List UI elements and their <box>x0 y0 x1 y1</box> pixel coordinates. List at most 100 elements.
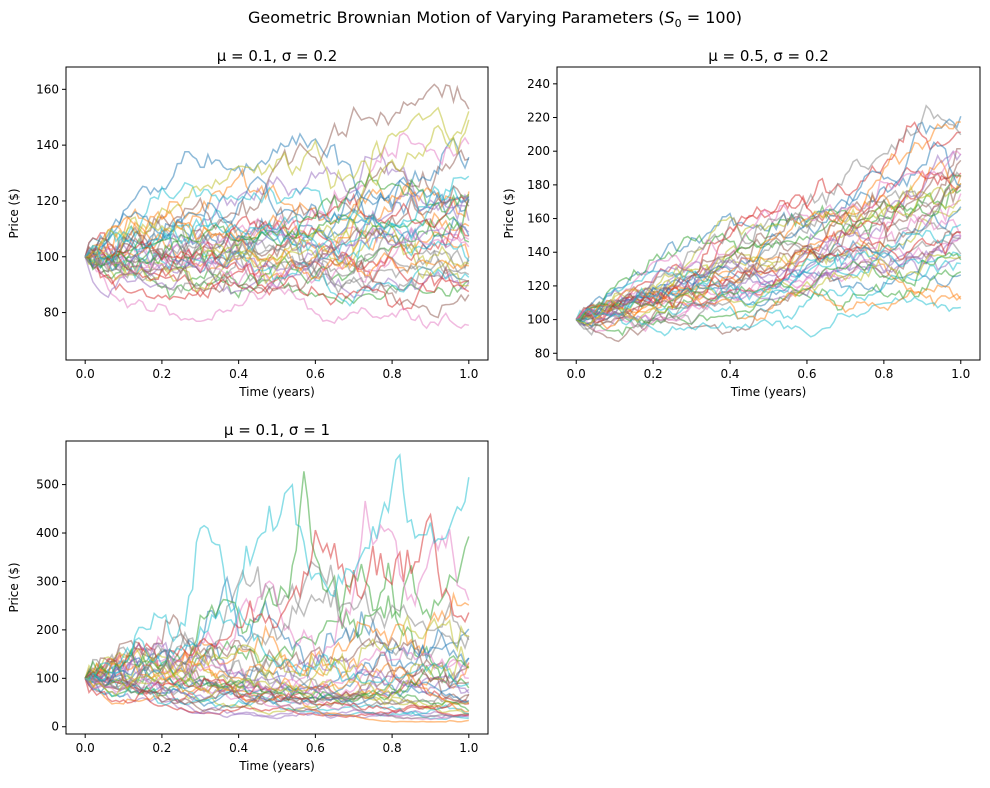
y-axis-label: Price ($) <box>7 188 21 238</box>
series-line <box>84 226 470 323</box>
series-line <box>85 111 470 258</box>
y-tick-label: 400 <box>36 526 59 540</box>
series-line <box>85 646 469 716</box>
series-line <box>84 646 470 698</box>
y-tick-label: 120 <box>36 194 59 208</box>
y-tick-label: 140 <box>527 245 550 259</box>
x-tick-label: 0.0 <box>76 741 95 755</box>
series-line <box>84 605 470 687</box>
series-line <box>576 234 961 321</box>
series-line <box>84 643 469 720</box>
series-line <box>85 235 470 283</box>
figure-title-subscript: 0 <box>674 17 682 31</box>
series-line <box>575 171 962 330</box>
x-tick-label: 0.6 <box>306 367 325 381</box>
series-line <box>85 453 470 684</box>
y-tick-label: 80 <box>44 306 59 320</box>
series-line <box>84 677 469 717</box>
axes-frame <box>65 440 489 735</box>
series-line <box>84 669 470 718</box>
series-line <box>84 189 470 267</box>
figure-title-main: Geometric Brownian Motion of Varying Par… <box>248 8 665 27</box>
series-line <box>84 226 470 294</box>
series-line <box>84 239 470 295</box>
y-tick-label: 200 <box>36 623 59 637</box>
x-axis-label: Time (years) <box>238 385 315 399</box>
series-line <box>575 231 961 324</box>
x-tick-label: 1.0 <box>459 367 478 381</box>
figure-title: Geometric Brownian Motion of Varying Par… <box>0 8 990 30</box>
y-axis-label: Price ($) <box>502 188 516 238</box>
series-line <box>84 655 470 720</box>
series-line <box>575 296 961 338</box>
series-line <box>85 175 470 270</box>
series-group <box>84 83 470 330</box>
series-line <box>576 104 962 321</box>
y-tick-label: 80 <box>535 346 550 360</box>
x-tick-label: 0.6 <box>797 367 816 381</box>
y-axis-label: Price ($) <box>7 562 21 612</box>
figure-title-symbol: S <box>664 8 675 27</box>
series-line <box>84 106 470 285</box>
x-tick-label: 1.0 <box>951 367 970 381</box>
series-line <box>84 613 470 685</box>
series-line <box>84 83 470 264</box>
subplot-1: 0.0 0.2 0.4 0.6 0.8 1.0 80 100 120 140 160 μ = 0.1,… <box>7 47 489 399</box>
x-tick-label: 0.6 <box>306 741 325 755</box>
series-line <box>84 645 470 699</box>
x-tick-label: 0.0 <box>567 367 586 381</box>
series-line <box>84 208 470 280</box>
y-tick-label: 0 <box>51 720 59 734</box>
x-tick-label: 0.2 <box>152 741 171 755</box>
series-line <box>84 221 470 280</box>
y-tick-label: 100 <box>36 671 59 685</box>
x-tick-label: 0.4 <box>229 367 248 381</box>
series-line <box>84 248 469 330</box>
y-tick-label: 200 <box>527 144 550 158</box>
y-tick-label: 180 <box>527 178 550 192</box>
y-tick-label: 160 <box>36 82 59 96</box>
x-tick-label: 0.2 <box>152 367 171 381</box>
series-line <box>85 560 470 682</box>
x-tick-label: 0.2 <box>644 367 663 381</box>
x-axis-label: Time (years) <box>238 759 315 773</box>
series-line <box>576 185 962 327</box>
series-group <box>84 453 470 723</box>
y-tick-label: 500 <box>36 478 59 492</box>
y-tick-label: 220 <box>527 111 550 125</box>
y-tick-label: 100 <box>527 313 550 327</box>
series-line <box>84 669 470 702</box>
y-tick-label: 100 <box>36 250 59 264</box>
series-line <box>84 191 470 299</box>
x-tick-label: 0.8 <box>383 741 402 755</box>
subplot-3: 0.0 0.2 0.4 0.6 0.8 1.0 0 100 200 300 400 500 μ = 0.… <box>7 421 489 773</box>
series-line <box>84 175 470 263</box>
series-line <box>84 132 470 264</box>
x-tick-label: 0.8 <box>383 367 402 381</box>
series-line <box>84 253 469 298</box>
y-tick-label: 300 <box>36 574 59 588</box>
series-line <box>575 253 962 327</box>
subplot-title: μ = 0.1, σ = 0.2 <box>217 47 338 65</box>
series-line <box>84 512 470 679</box>
subplot-2: 0.0 0.2 0.4 0.6 0.8 1.0 80 100 120 140 160 180 200 22… <box>502 47 981 399</box>
series-line <box>575 150 962 322</box>
series-line <box>576 284 962 322</box>
series-line <box>84 614 469 685</box>
x-tick-label: 0.0 <box>76 367 95 381</box>
y-tick-label: 160 <box>527 212 550 226</box>
subplot-title: μ = 0.5, σ = 0.2 <box>708 47 829 65</box>
series-line <box>84 677 469 721</box>
series-line <box>84 184 470 294</box>
series-line <box>84 152 470 274</box>
series-line <box>84 647 470 703</box>
figure-title-tail: = 100) <box>681 8 742 27</box>
series-line <box>84 192 470 281</box>
x-tick-label: 0.4 <box>229 741 248 755</box>
series-line <box>84 181 470 258</box>
series-line <box>576 141 962 322</box>
axes-frame <box>556 66 981 361</box>
y-tick-label: 120 <box>527 279 550 293</box>
